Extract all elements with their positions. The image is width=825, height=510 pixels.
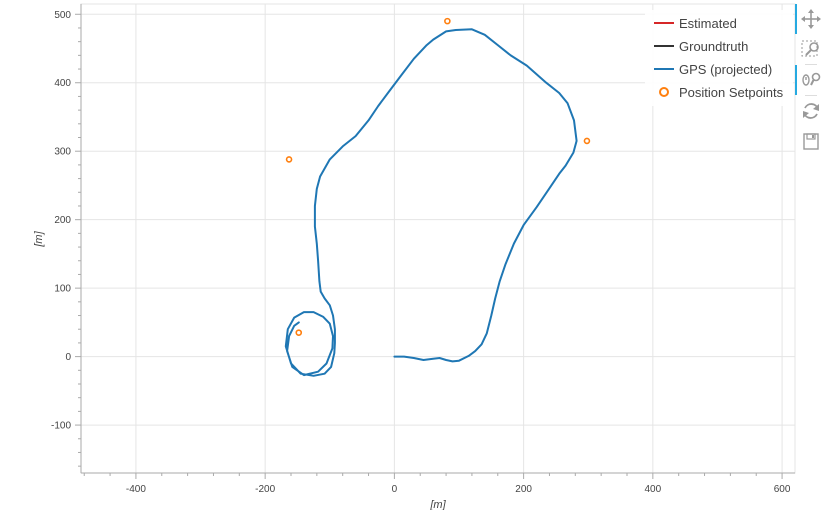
legend-entry-setpoints: Position Setpoints <box>659 85 784 100</box>
legend-label-estimated: Estimated <box>679 16 737 31</box>
x-tick-label: -400 <box>126 484 146 495</box>
legend-entry-gps: GPS (projected) <box>654 62 772 77</box>
gps-trajectory-line <box>284 28 578 377</box>
legend-background <box>645 10 793 106</box>
toolbar-separator <box>805 95 817 96</box>
y-tick-label: 0 <box>65 352 71 363</box>
setpoint-marker <box>444 17 451 25</box>
axes <box>80 4 795 474</box>
y-ticks: -100 0 100 200 300 400 500 <box>51 10 81 467</box>
setpoint-marker <box>295 329 303 336</box>
legend-label-setpoints: Position Setpoints <box>679 85 784 100</box>
x-tick-label: 400 <box>645 484 662 495</box>
setpoint-marker <box>583 137 591 145</box>
legend-label-groundtruth: Groundtruth <box>679 39 748 54</box>
x-tick-label: 200 <box>515 484 532 495</box>
toolbar-separator <box>805 64 817 65</box>
wheel-zoom-tool-button[interactable] <box>799 68 823 92</box>
legend-glyph-setpoints <box>659 87 669 97</box>
y-tick-label: -100 <box>51 421 71 432</box>
y-tick-label: 200 <box>54 215 71 226</box>
y-tick-label: 100 <box>54 284 71 295</box>
x-tick-label: -200 <box>255 484 275 495</box>
reset-icon <box>803 103 819 119</box>
wheel-zoom-icon <box>802 72 821 86</box>
legend-entry-groundtruth: Groundtruth <box>654 39 748 54</box>
grid-lines <box>81 4 795 473</box>
pan-active-indicator <box>795 4 797 34</box>
save-tool-button[interactable] <box>799 129 823 153</box>
box-zoom-icon <box>801 40 819 57</box>
x-tick-label: 0 <box>392 484 398 495</box>
setpoint-marker <box>285 156 293 163</box>
plot-toolbar <box>795 0 825 160</box>
y-tick-label: 400 <box>54 78 71 89</box>
y-tick-label: 300 <box>54 147 71 158</box>
y-tick-label: 500 <box>54 10 71 21</box>
move-arrows-icon <box>801 9 821 29</box>
wheel-zoom-active-indicator <box>795 65 797 95</box>
reset-tool-button[interactable] <box>799 99 823 123</box>
save-icon <box>803 133 819 150</box>
legend-label-gps: GPS (projected) <box>679 62 772 77</box>
series <box>284 17 591 377</box>
pan-tool-button[interactable] <box>799 7 823 31</box>
y-axis-title: [m] <box>33 230 45 247</box>
x-tick-label: 600 <box>774 484 791 495</box>
trajectory-plot[interactable]: -400 -200 0 200 400 600 -1000100200300400500 … <box>0 0 796 510</box>
legend: Estimated Groundtruth GPS (projected) Po… <box>645 10 793 106</box>
legend-entry-estimated: Estimated <box>654 16 737 31</box>
x-axis-title: [m] <box>429 499 446 510</box>
x-ticks: -400 -200 0 200 400 600 <box>83 473 791 495</box>
box-zoom-tool-button[interactable] <box>799 37 823 61</box>
